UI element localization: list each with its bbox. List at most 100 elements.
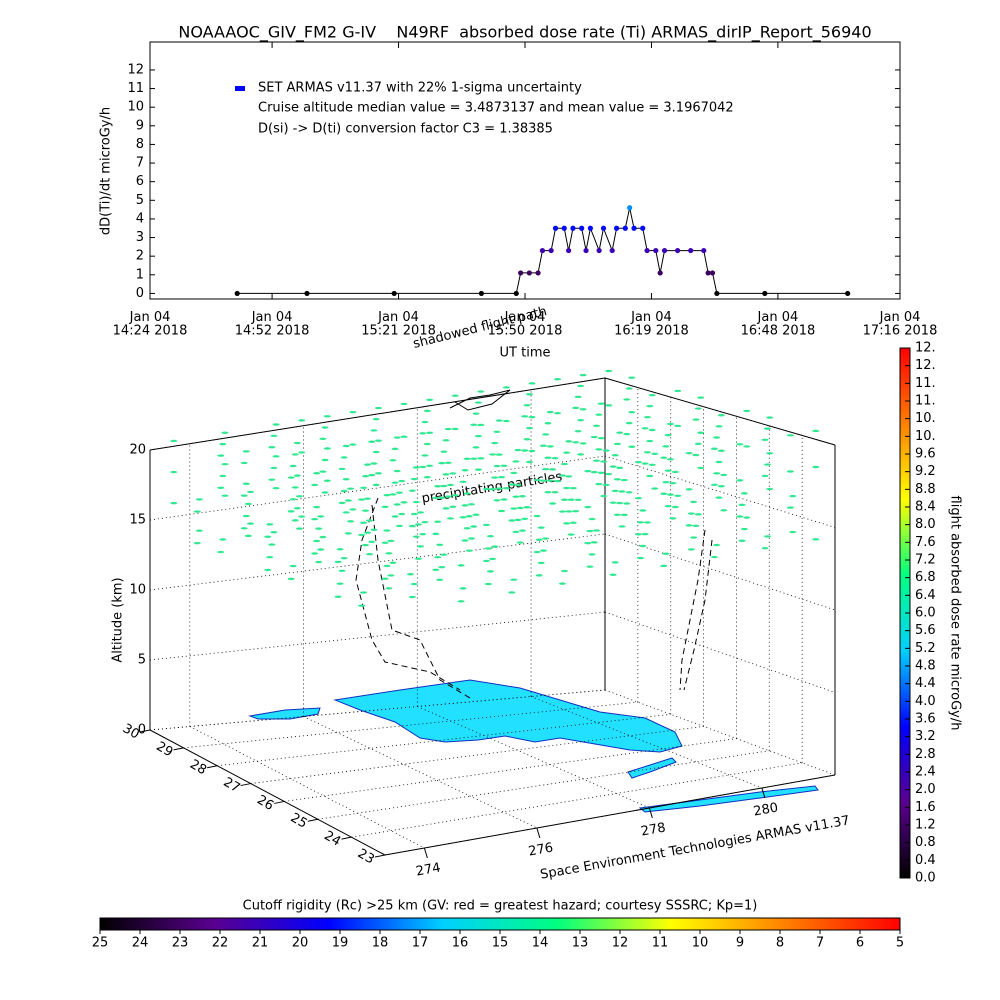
particle [426, 431, 434, 435]
particle [195, 498, 203, 501]
particle [387, 574, 395, 577]
particle [372, 450, 380, 454]
grid-line [530, 696, 763, 789]
particle [272, 487, 280, 490]
particle [595, 448, 603, 451]
data-point [644, 247, 650, 254]
particle [710, 483, 718, 487]
particle [786, 470, 794, 473]
particle [370, 528, 378, 531]
particle [311, 552, 319, 555]
particle [720, 509, 728, 512]
y-tick [139, 729, 151, 733]
data-point [304, 290, 310, 297]
data-point [622, 225, 628, 231]
particle [743, 516, 751, 519]
particle [569, 521, 577, 524]
particle [518, 495, 526, 498]
particle [484, 547, 492, 550]
particle [459, 587, 467, 590]
particle [521, 415, 529, 418]
particle [495, 419, 503, 422]
particle [291, 519, 299, 522]
particle [502, 487, 510, 490]
particle [219, 474, 227, 478]
particle [366, 553, 374, 556]
data-point [675, 247, 681, 254]
particle [510, 471, 518, 475]
box-edge [149, 729, 386, 856]
particle [643, 415, 651, 419]
x-tick-label: 274 [415, 860, 442, 879]
particle [685, 488, 693, 491]
particle [221, 462, 229, 466]
particle [440, 553, 448, 556]
particle [609, 465, 617, 468]
particle [544, 422, 552, 425]
grid-line [149, 533, 606, 591]
grid-line [250, 726, 704, 784]
particle [459, 516, 467, 519]
particle [323, 479, 331, 482]
y-tick [374, 854, 386, 858]
particle [539, 444, 547, 447]
flight-path [449, 389, 511, 411]
particle [313, 539, 321, 543]
particle [364, 463, 372, 466]
particle [508, 483, 516, 486]
colorbar-tick-label: 2.8 [915, 747, 936, 762]
data-point [688, 247, 694, 254]
particle [393, 503, 401, 506]
particle [287, 577, 295, 581]
particle [434, 520, 442, 523]
particle [766, 487, 774, 491]
particle [414, 523, 422, 526]
particle [408, 524, 416, 528]
particle [694, 407, 702, 410]
colorbar-tick-label: 25 [92, 936, 109, 951]
colorbar-tick-label: 11. [915, 376, 936, 391]
particle [618, 490, 626, 493]
data-point [566, 247, 572, 254]
particle [474, 468, 482, 471]
particle [577, 453, 585, 456]
z-tick-label: 10 [129, 583, 146, 598]
particle [521, 449, 529, 452]
particle [195, 529, 203, 532]
colorbar-tick-label: 6.8 [915, 570, 936, 585]
data-point [596, 247, 602, 254]
particle [442, 473, 450, 476]
particle [692, 418, 700, 421]
particle [383, 564, 391, 568]
particle [472, 446, 480, 449]
particle [710, 555, 718, 559]
particle [342, 444, 350, 448]
particle [381, 541, 389, 544]
particle [710, 447, 718, 450]
particle [586, 529, 594, 533]
data-point [613, 225, 620, 231]
data-point [709, 270, 716, 276]
particle [340, 456, 348, 459]
colorbar-tick-label: 5.2 [915, 641, 936, 656]
particle [293, 441, 301, 445]
particle [459, 480, 467, 484]
colorbar-tick-label: 21 [252, 936, 269, 951]
particle [539, 549, 547, 552]
particle [812, 538, 820, 541]
particle [662, 552, 670, 555]
particle [493, 464, 501, 468]
particle [648, 428, 656, 432]
particle [247, 522, 255, 525]
particle [391, 447, 399, 451]
particle [535, 574, 543, 577]
particle [323, 447, 331, 450]
y-tick-label: 25 [288, 811, 310, 832]
particle [406, 573, 414, 576]
particle [502, 386, 510, 389]
particle [338, 569, 346, 573]
particle [577, 418, 585, 422]
colorbar-tick-label: 0.8 [915, 835, 936, 850]
particle [685, 524, 693, 527]
particle [412, 535, 420, 538]
